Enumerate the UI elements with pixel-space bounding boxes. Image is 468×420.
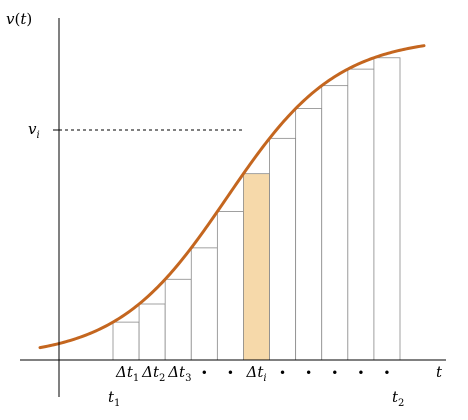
interval-delta-label: Δt3 <box>167 363 191 384</box>
interval-delta-label: Δt2 <box>141 363 165 384</box>
interval-dot: • <box>305 366 312 380</box>
rectangle <box>190 247 218 361</box>
rectangle <box>138 303 166 361</box>
rectangle <box>216 211 244 361</box>
rectangle <box>295 108 323 361</box>
rectangle <box>112 321 140 361</box>
interval-dot: • <box>279 366 286 380</box>
y-axis-label: v(t) <box>6 10 32 28</box>
vi-label: vi <box>28 120 40 141</box>
velocity-curve <box>38 44 426 350</box>
rectangle <box>347 68 375 361</box>
x-axis-label: t <box>436 363 443 381</box>
rectangle <box>321 85 349 361</box>
rectangle <box>269 137 297 361</box>
interval-dot: • <box>227 366 234 380</box>
highlighted-rectangle <box>243 173 270 361</box>
rectangle <box>373 57 401 361</box>
riemann-rectangles <box>112 57 401 361</box>
interval-dot: • <box>357 366 364 380</box>
interval-dot: • <box>331 366 338 380</box>
t2-label: t2 <box>392 388 404 409</box>
interval-dot: • <box>383 366 390 380</box>
rectangle <box>164 278 192 361</box>
interval-delta-label: Δt1 <box>115 363 139 384</box>
interval-dot: • <box>201 366 208 380</box>
interval-delta-label: Δti <box>246 363 267 384</box>
t1-label: t1 <box>108 388 120 409</box>
interval-labels: Δt1 Δt2 Δt3 • • Δti • • • • • <box>115 363 390 384</box>
